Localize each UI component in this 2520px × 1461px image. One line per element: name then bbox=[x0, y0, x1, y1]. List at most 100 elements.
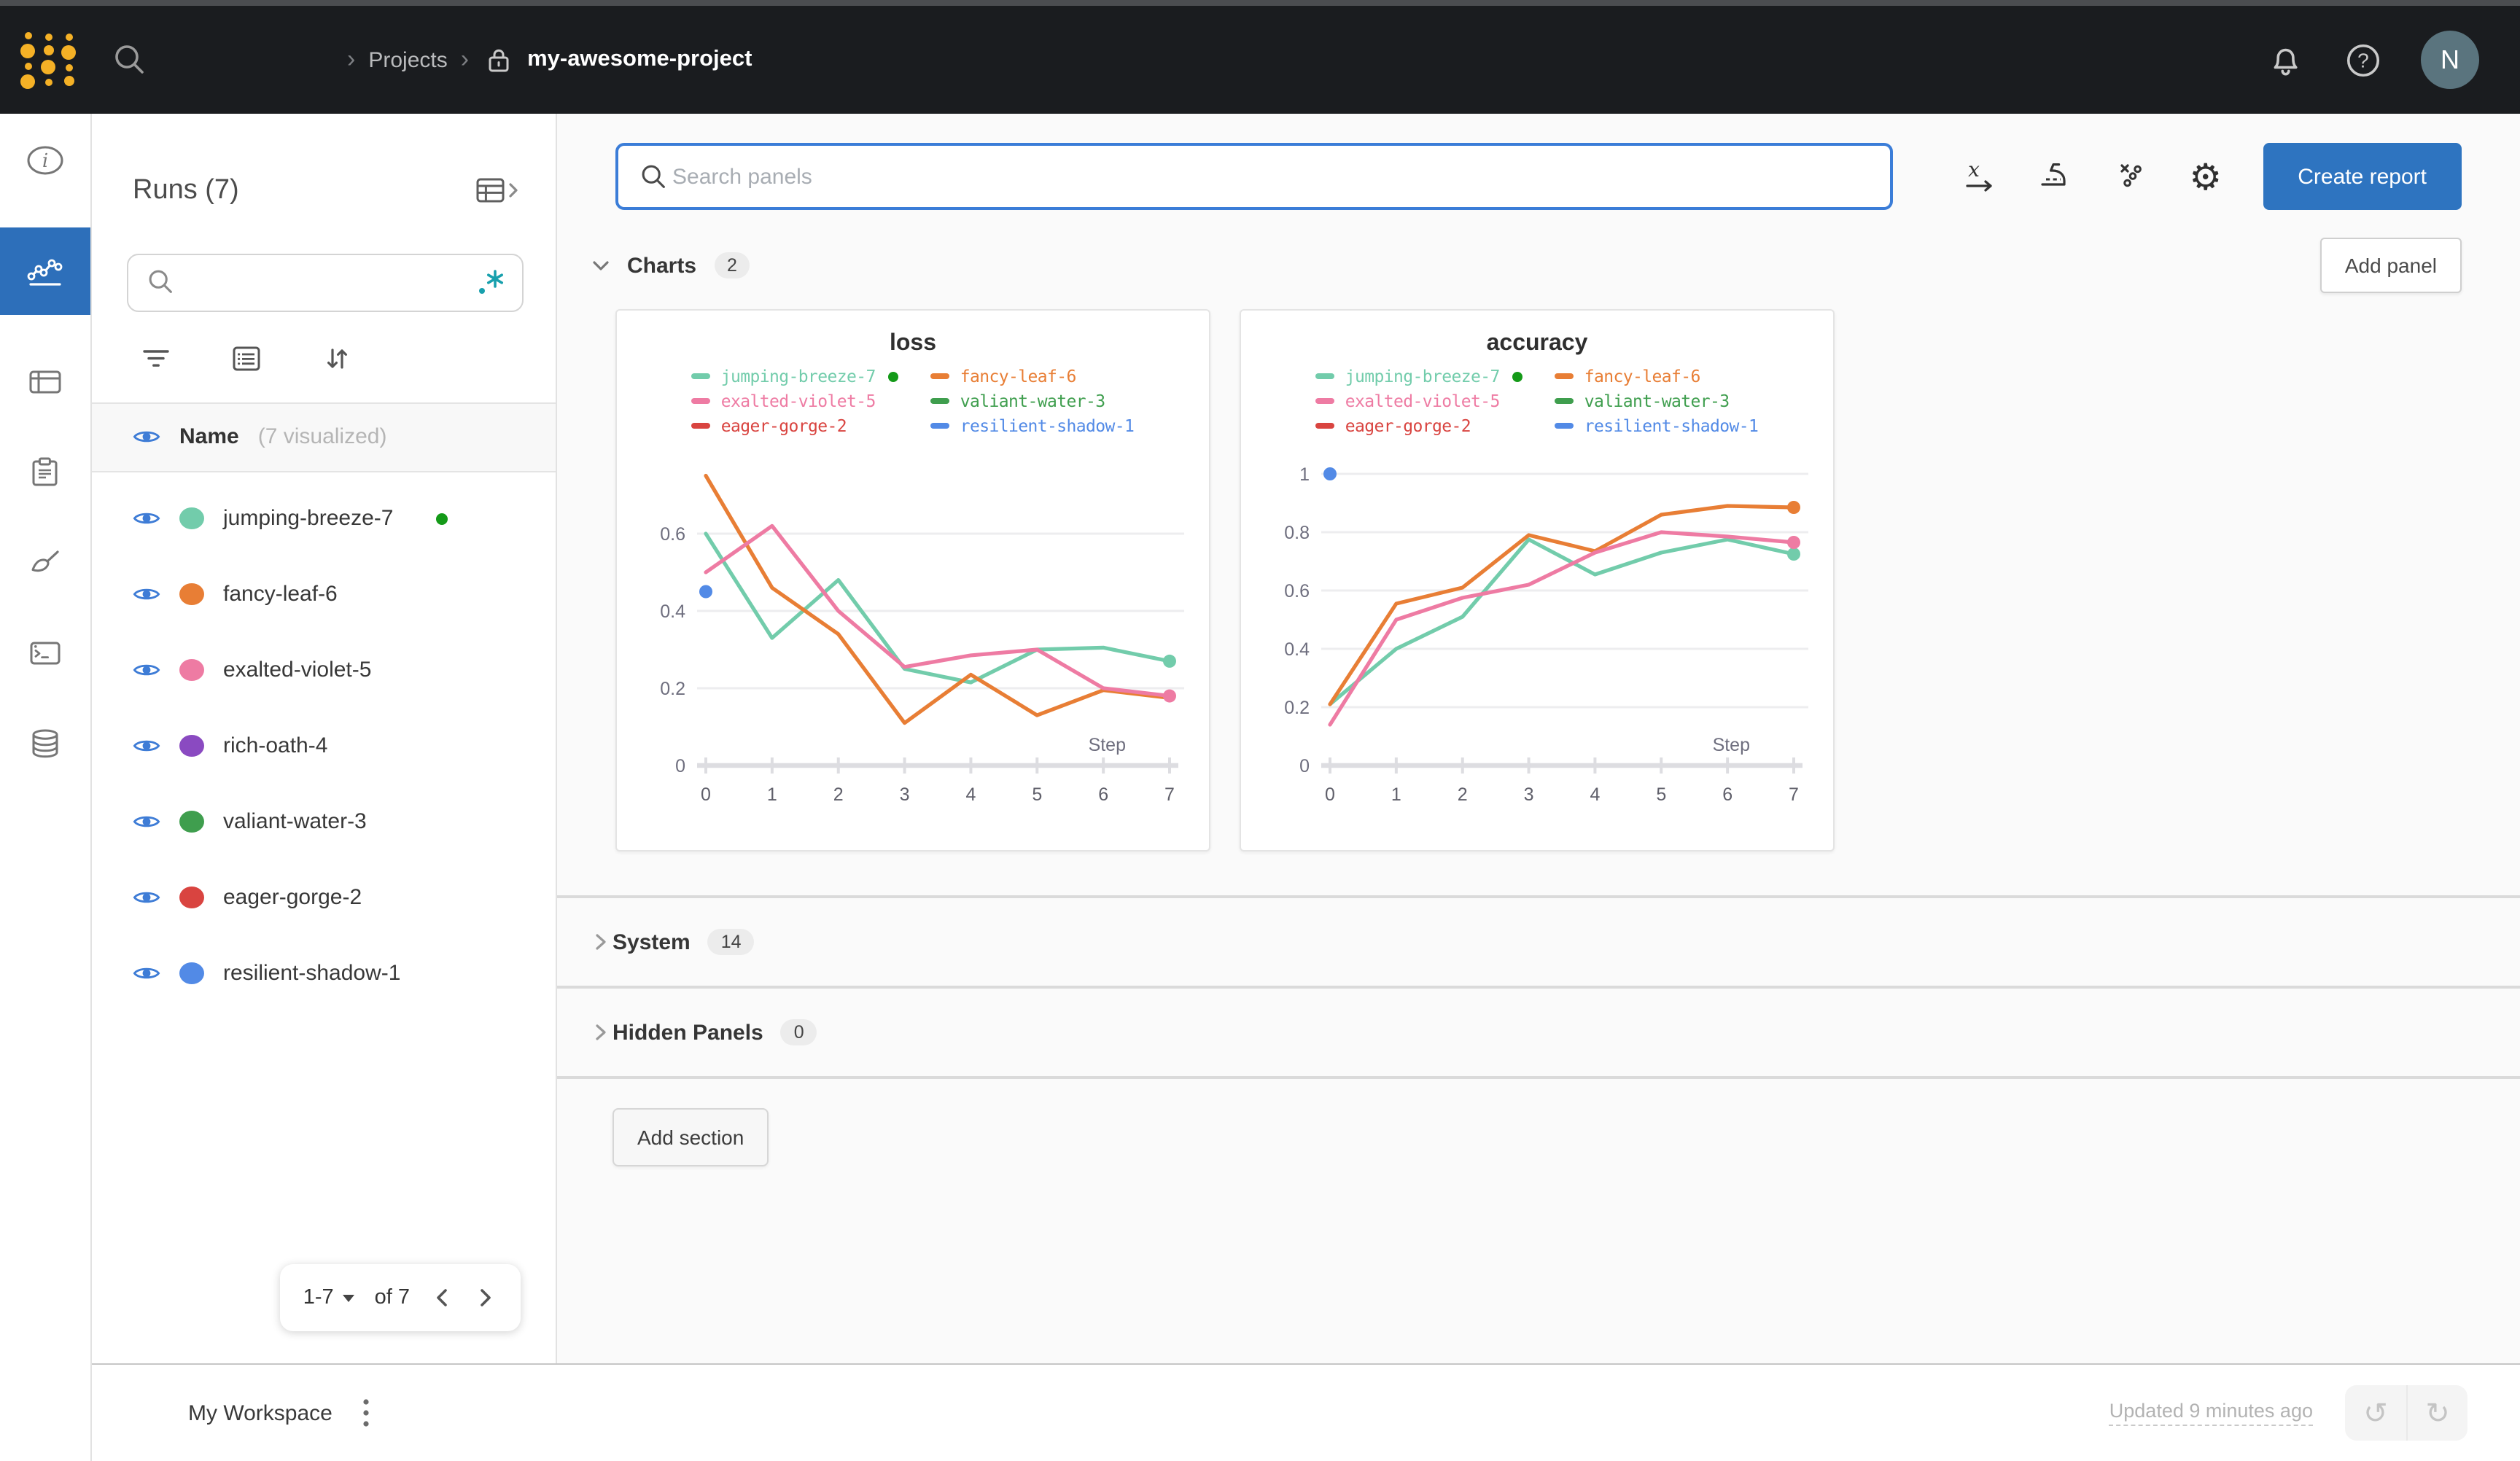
add-section-button[interactable]: Add section bbox=[612, 1108, 769, 1166]
chart-panel-accuracy[interactable]: accuracy jumping-breeze-7 fancy-leaf-6 exal… bbox=[1240, 309, 1835, 852]
section-divider bbox=[557, 986, 2520, 989]
legend-entry[interactable]: jumping-breeze-7 bbox=[1315, 366, 1523, 386]
svg-text:0.6: 0.6 bbox=[1284, 581, 1310, 601]
user-avatar[interactable]: N bbox=[2421, 31, 2479, 89]
run-color-dot bbox=[179, 811, 204, 833]
workspace-menu-kebab-icon[interactable] bbox=[356, 1391, 376, 1435]
breadcrumb-project-name[interactable]: my-awesome-project bbox=[527, 47, 752, 71]
legend-entry[interactable]: fancy-leaf-6 bbox=[1555, 366, 1758, 386]
visibility-eye-icon[interactable] bbox=[133, 427, 160, 446]
redo-icon[interactable]: ↻ bbox=[2406, 1385, 2468, 1441]
regex-toggle-icon[interactable] bbox=[470, 266, 508, 298]
workspace-name[interactable]: My Workspace bbox=[188, 1400, 332, 1425]
run-row[interactable]: exalted-violet-5 bbox=[92, 632, 556, 708]
notifications-bell-icon[interactable] bbox=[2266, 40, 2306, 79]
sidebar-jobs-icon[interactable] bbox=[0, 449, 90, 496]
run-active-indicator bbox=[435, 513, 448, 525]
run-row[interactable]: resilient-shadow-1 bbox=[92, 935, 556, 1011]
hidden-panels-section-header[interactable]: Hidden Panels 0 bbox=[557, 989, 2520, 1076]
run-row[interactable]: rich-oath-4 bbox=[92, 708, 556, 784]
runs-search-input[interactable] bbox=[176, 269, 470, 296]
legend-entry[interactable]: valiant-water-3 bbox=[930, 391, 1134, 411]
create-report-button[interactable]: Create report bbox=[2263, 143, 2462, 210]
x-axis-settings-icon[interactable]: x bbox=[1961, 157, 1999, 195]
visibility-eye-icon[interactable] bbox=[133, 964, 160, 983]
caret-down-icon bbox=[342, 1294, 354, 1301]
visibility-eye-icon[interactable] bbox=[133, 661, 160, 679]
legend-entry[interactable]: resilient-shadow-1 bbox=[1555, 416, 1759, 436]
visibility-eye-icon[interactable] bbox=[133, 888, 160, 907]
svg-text:0.8: 0.8 bbox=[1284, 523, 1310, 543]
runs-panel-title: Runs (7) bbox=[133, 174, 239, 206]
wandb-logo[interactable] bbox=[20, 31, 76, 89]
sidebar-runs-table-icon[interactable] bbox=[0, 359, 90, 405]
visibility-eye-icon[interactable] bbox=[133, 736, 160, 755]
nav-search-icon[interactable] bbox=[102, 39, 158, 80]
svg-text:0: 0 bbox=[1325, 784, 1335, 805]
run-row[interactable]: fancy-leaf-6 bbox=[92, 556, 556, 632]
legend-entry[interactable]: eager-gorge-2 bbox=[1315, 416, 1523, 436]
search-icon bbox=[642, 164, 665, 187]
system-section-header[interactable]: System 14 bbox=[557, 898, 2520, 986]
visibility-eye-icon[interactable] bbox=[133, 509, 160, 528]
undo-icon[interactable]: ↺ bbox=[2345, 1385, 2406, 1441]
group-icon[interactable] bbox=[229, 340, 264, 375]
sidebar-sweeps-icon[interactable] bbox=[0, 539, 90, 586]
legend-entry[interactable]: resilient-shadow-1 bbox=[930, 416, 1135, 436]
run-name: fancy-leaf-6 bbox=[223, 582, 338, 607]
svg-text:1: 1 bbox=[1391, 784, 1401, 805]
chart-panel-loss[interactable]: loss jumping-breeze-7 fancy-leaf-6 exalted-… bbox=[615, 309, 1210, 852]
last-updated-text[interactable]: Updated 9 minutes ago bbox=[2109, 1400, 2313, 1426]
visibility-eye-icon[interactable] bbox=[133, 585, 160, 604]
charts-count-badge: 2 bbox=[714, 252, 750, 278]
pagination-prev-icon[interactable] bbox=[430, 1282, 454, 1314]
sort-icon[interactable] bbox=[319, 340, 354, 375]
filter-icon[interactable] bbox=[139, 340, 174, 375]
charts-section-label[interactable]: Charts bbox=[627, 253, 697, 278]
smoothing-icon[interactable] bbox=[2037, 157, 2075, 195]
svg-text:1: 1 bbox=[767, 784, 777, 805]
outliers-icon[interactable] bbox=[2113, 157, 2151, 195]
chart-plot[interactable]: 0 0.2 0.4 0.6 0.8 1 0 1 2 3 4 5 6 7 Step bbox=[1260, 445, 1814, 821]
legend-entry[interactable]: exalted-violet-5 bbox=[1315, 391, 1523, 411]
sidebar-workspace-icon[interactable] bbox=[0, 227, 90, 315]
legend-entry[interactable]: exalted-violet-5 bbox=[691, 391, 899, 411]
runs-name-header[interactable]: Name (7 visualized) bbox=[92, 402, 556, 472]
breadcrumb-projects[interactable]: Projects bbox=[368, 47, 448, 72]
chevron-down-icon[interactable] bbox=[589, 254, 612, 277]
settings-gear-icon[interactable]: ⚙ bbox=[2189, 155, 2222, 198]
chart-plot[interactable]: 0 0.2 0.4 0.6 0 1 2 3 4 5 6 7 Step bbox=[636, 445, 1190, 821]
svg-text:4: 4 bbox=[965, 784, 976, 805]
panel-search-input[interactable] bbox=[669, 163, 1872, 190]
pagination-next-icon[interactable] bbox=[474, 1282, 497, 1314]
run-row[interactable]: jumping-breeze-7 bbox=[92, 480, 556, 556]
pagination-range-dropdown[interactable]: 1-7 bbox=[303, 1286, 354, 1309]
runs-toolbar bbox=[139, 340, 556, 375]
chevron-right-icon[interactable] bbox=[589, 930, 612, 954]
run-row[interactable]: valiant-water-3 bbox=[92, 784, 556, 860]
add-panel-button[interactable]: Add panel bbox=[2319, 238, 2462, 293]
help-icon[interactable]: ? bbox=[2344, 40, 2383, 79]
svg-text:1: 1 bbox=[1299, 464, 1310, 485]
pagination-total: of 7 bbox=[374, 1286, 410, 1309]
chevron-right-icon[interactable] bbox=[589, 1021, 612, 1044]
run-row[interactable]: eager-gorge-2 bbox=[92, 860, 556, 935]
expand-runs-table-icon[interactable] bbox=[467, 174, 529, 209]
hidden-panels-section-label[interactable]: Hidden Panels bbox=[612, 1020, 763, 1045]
series-line-exalted-violet-5 bbox=[704, 523, 1172, 698]
legend-entry[interactable]: fancy-leaf-6 bbox=[930, 366, 1134, 386]
footer-right: Updated 9 minutes ago ↺ ↻ bbox=[2109, 1385, 2468, 1441]
sidebar-logs-icon[interactable] bbox=[0, 630, 90, 677]
visibility-eye-icon[interactable] bbox=[133, 812, 160, 831]
workspace-controls: x ⚙ Create report bbox=[557, 114, 2520, 210]
workspace-footer: My Workspace Updated 9 minutes ago ↺ ↻ bbox=[92, 1363, 2520, 1461]
legend-entry[interactable]: valiant-water-3 bbox=[1555, 391, 1758, 411]
legend-run-name: jumping-breeze-7 bbox=[720, 366, 876, 386]
legend-entry[interactable]: jumping-breeze-7 bbox=[691, 366, 899, 386]
sidebar-overview-icon[interactable]: i bbox=[0, 137, 90, 184]
legend-marker bbox=[930, 423, 950, 429]
legend-entry[interactable]: eager-gorge-2 bbox=[691, 416, 899, 436]
system-section-label[interactable]: System bbox=[612, 930, 691, 954]
sidebar-artifacts-icon[interactable] bbox=[0, 720, 90, 767]
